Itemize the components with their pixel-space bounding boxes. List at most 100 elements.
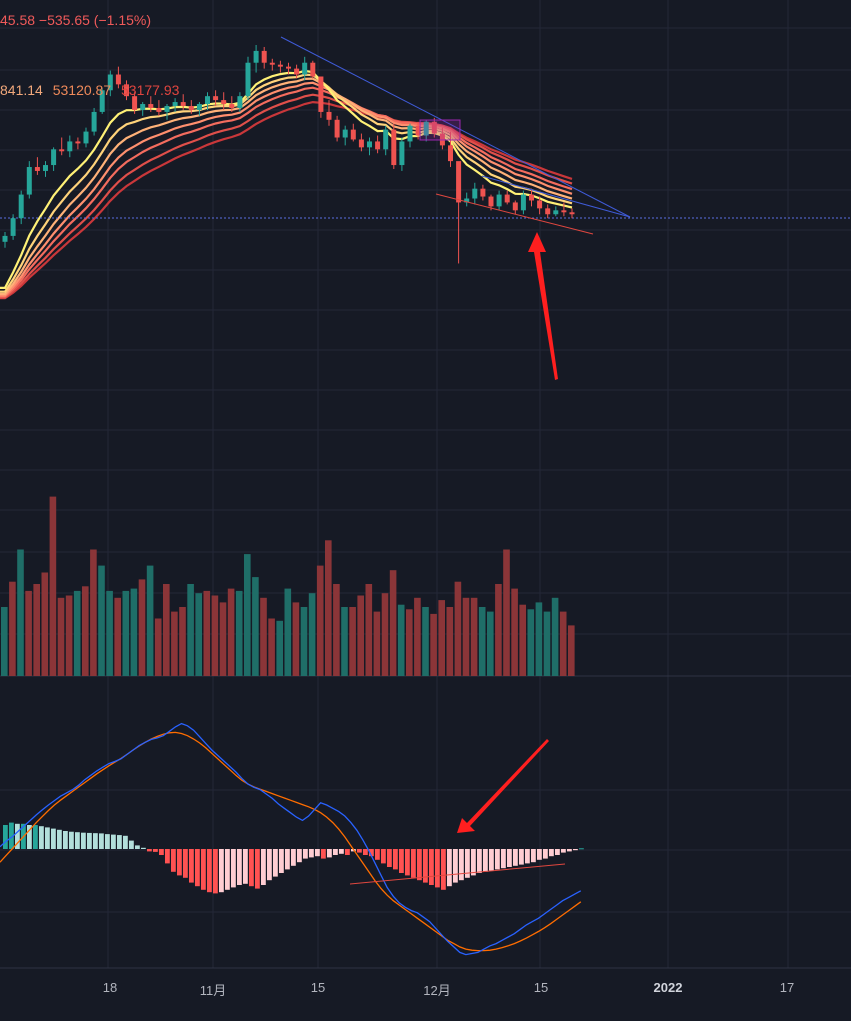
volume-bar	[122, 590, 130, 676]
candle-body	[537, 200, 543, 209]
candle-body	[302, 62, 308, 75]
volume-bar	[446, 607, 454, 676]
volume-bar	[98, 565, 105, 676]
candle	[480, 184, 486, 201]
candle	[391, 123, 397, 169]
candle	[569, 208, 575, 219]
candle-body	[439, 133, 445, 146]
candle-body	[286, 66, 291, 69]
macd-histogram-bar	[519, 849, 524, 865]
volume-bar	[308, 593, 316, 676]
candle	[10, 214, 16, 240]
macd-histogram-bar	[453, 849, 458, 883]
volume-bar	[535, 602, 543, 676]
annotation-arrow	[457, 739, 549, 833]
candle	[196, 102, 202, 116]
macd-histogram-bar	[177, 849, 182, 876]
macd-histogram-bar	[471, 849, 476, 876]
candle	[326, 100, 332, 126]
candle-body	[269, 62, 275, 65]
candle	[537, 196, 543, 215]
volume-bar	[568, 625, 575, 676]
macd-histogram-bar	[3, 825, 8, 849]
volume-bar	[203, 590, 211, 676]
x-axis-label: 2022	[653, 980, 683, 995]
candle	[99, 88, 105, 114]
candle-body	[237, 96, 243, 108]
candle-body	[10, 218, 16, 236]
macd-histogram-bar	[219, 849, 224, 893]
candle	[124, 80, 129, 101]
candle-body	[407, 125, 413, 142]
candle	[205, 92, 210, 110]
ema-line	[0, 86, 573, 298]
macd-histogram-bar	[423, 849, 428, 883]
candle	[26, 161, 32, 199]
macd-histogram-bar	[45, 827, 50, 849]
macd-histogram-bar	[345, 849, 350, 855]
trendline-wedge-upper	[481, 175, 631, 218]
candle-body	[448, 145, 453, 162]
volume-bar	[138, 579, 146, 676]
candle	[164, 104, 170, 120]
volume-bar	[559, 611, 567, 676]
macd-histogram-bar	[255, 849, 260, 889]
candle-body	[496, 194, 502, 207]
candle-body	[164, 106, 170, 112]
candle-body	[18, 194, 24, 219]
ema-line	[0, 69, 573, 289]
candle	[43, 161, 48, 177]
volume-bar	[33, 584, 40, 676]
macd-histogram-bar	[135, 845, 140, 849]
macd-histogram-bar	[429, 849, 434, 885]
candle	[2, 231, 8, 248]
macd-histogram-bar	[543, 849, 548, 859]
grid	[0, 0, 851, 968]
x-axis-label: 15	[310, 980, 326, 995]
macd-histogram-bar	[33, 825, 38, 849]
volume-bar	[527, 609, 535, 676]
candle-body	[188, 106, 194, 110]
macd-histogram-bar	[555, 849, 560, 855]
candle	[456, 161, 462, 264]
macd-histogram-bar	[141, 847, 146, 849]
candle-body	[140, 104, 146, 110]
volume-bar	[195, 593, 202, 676]
candle-body	[375, 141, 381, 150]
macd-histogram-bar	[369, 849, 374, 857]
candle-body	[99, 90, 105, 112]
candle	[156, 100, 162, 116]
candle-body	[318, 76, 324, 112]
macd-histogram-bar	[303, 849, 308, 859]
candle-body	[277, 64, 283, 67]
candle-body	[124, 84, 129, 97]
candle-body	[43, 165, 48, 171]
macd-histogram-bar	[201, 849, 206, 890]
candle	[261, 46, 267, 69]
volume-bar	[65, 595, 73, 676]
macd-histogram-bar	[261, 849, 266, 885]
candle	[334, 115, 340, 142]
candle	[67, 135, 73, 158]
volume-bar	[478, 607, 486, 676]
candle	[107, 70, 113, 97]
candle-body	[34, 167, 40, 171]
macd-histogram-bar	[249, 849, 254, 887]
macd-histogram-bar	[237, 849, 242, 885]
macd-histogram-bar	[81, 832, 86, 849]
macd-histogram-bar	[465, 849, 470, 878]
candle	[229, 96, 235, 112]
macd-histogram-bar	[195, 849, 200, 887]
ma-value-2: 53120.87	[52, 82, 112, 98]
candle	[91, 107, 97, 136]
macd-histogram-bar	[549, 849, 554, 857]
candle-body	[358, 139, 364, 148]
macd-histogram	[3, 822, 584, 894]
macd-histogram-bar	[213, 849, 218, 894]
candle	[180, 94, 186, 110]
macd-histogram-bar	[393, 849, 398, 870]
volume-bar	[316, 565, 324, 676]
candle-body	[472, 188, 478, 199]
candle	[51, 147, 57, 171]
